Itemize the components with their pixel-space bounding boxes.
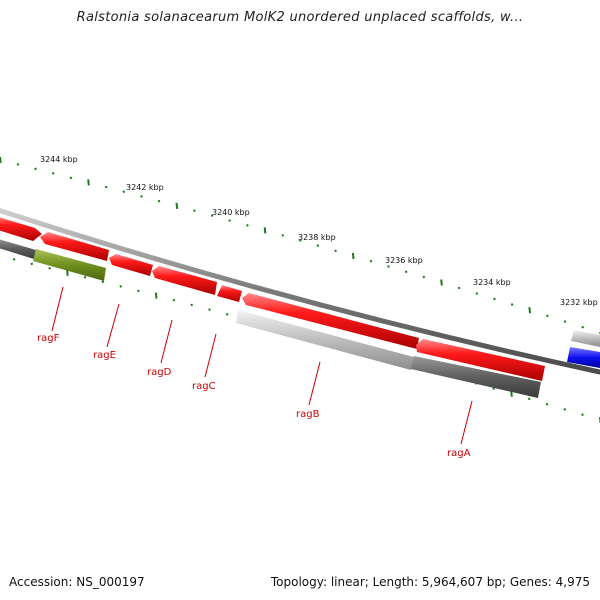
- scale-dot: [492, 387, 495, 390]
- scale-dot: [193, 209, 196, 212]
- scale-dot: [404, 270, 408, 274]
- scale-dot: [101, 280, 105, 284]
- gene-arrow[interactable]: [217, 285, 242, 302]
- gene-label-ragB[interactable]: ragB: [296, 409, 320, 420]
- scale-tick: [528, 307, 531, 314]
- grey-feature[interactable]: [0, 238, 36, 259]
- leader-line: [106, 303, 120, 348]
- gene-arrow[interactable]: [0, 216, 42, 241]
- sequence-backbone: [0, 207, 600, 375]
- scale-label: 3232 kbp: [560, 298, 598, 307]
- scale-dot: [122, 190, 126, 193]
- leader-line: [204, 333, 217, 378]
- scale-dot: [104, 185, 108, 189]
- scale-label: 3242 kbp: [126, 183, 164, 192]
- scale-dot: [299, 239, 302, 242]
- scale-dot: [34, 167, 37, 171]
- scale-label: 3236 kbp: [385, 256, 423, 265]
- gene-arrow[interactable]: [416, 339, 545, 381]
- gene-label-ragC[interactable]: ragC: [192, 381, 216, 392]
- scale-dot: [12, 258, 16, 261]
- blue-feature[interactable]: [567, 347, 600, 368]
- gene-leader-lines: [51, 286, 473, 445]
- gene-arrow[interactable]: [109, 254, 153, 276]
- scale-dot: [316, 244, 320, 247]
- gene-label-ragD[interactable]: ragD: [147, 367, 172, 378]
- scale-dot: [581, 325, 584, 329]
- scale-dot: [210, 214, 214, 217]
- scale-dot: [83, 276, 87, 279]
- gene-arrow[interactable]: [242, 293, 419, 349]
- scale-dot: [281, 234, 284, 237]
- scale-tick: [66, 269, 69, 276]
- scale-dot: [457, 286, 461, 290]
- grey-feature[interactable]: [236, 310, 414, 370]
- scale-dot: [137, 289, 140, 293]
- scale-dot: [228, 219, 231, 222]
- scale-dot: [563, 320, 567, 323]
- scale-label: 3238 kbp: [298, 233, 336, 242]
- scale-dot: [527, 397, 531, 401]
- scale-dot: [140, 195, 143, 198]
- scale-dot: [369, 259, 373, 263]
- leader-line: [51, 286, 64, 332]
- olive-feature[interactable]: [33, 249, 106, 281]
- scale-dot: [190, 303, 193, 307]
- scale-dot: [422, 275, 426, 279]
- scale-tick: [0, 156, 2, 164]
- scale-label: 3244 kbp: [40, 155, 78, 164]
- feature-track: [0, 238, 600, 398]
- leader-line: [308, 361, 321, 406]
- scale-dots-outer: [0, 156, 600, 335]
- scale-dot: [157, 199, 161, 203]
- scale-dot: [119, 285, 122, 288]
- scale-tick: [440, 279, 443, 286]
- scale-dot: [225, 313, 229, 316]
- leader-line: [160, 319, 173, 364]
- scale-labels: 3244 kbp 3242 kbp 3240 kbp 3238 kbp 3236…: [40, 155, 598, 307]
- grey-feature[interactable]: [571, 330, 600, 347]
- scale-tick: [87, 179, 90, 186]
- scale-dot: [51, 172, 55, 175]
- dark-grey-feature[interactable]: [411, 356, 541, 398]
- gene-track: [0, 216, 545, 381]
- scale-dot: [387, 265, 390, 268]
- leader-line: [460, 400, 473, 445]
- scale-dot: [563, 408, 567, 411]
- scale-dot: [208, 308, 211, 311]
- scale-dot: [172, 298, 176, 302]
- scale-dot: [510, 303, 514, 306]
- scale-dot: [545, 402, 549, 406]
- scale-tick: [351, 252, 355, 260]
- scale-dot: [334, 249, 337, 253]
- map-title: Ralstonia solanacearum MolK2 unordered u…: [76, 10, 524, 25]
- scale-dot: [69, 176, 73, 180]
- scale-dot: [493, 297, 496, 301]
- scale-dot: [48, 267, 51, 270]
- scale-tick: [175, 202, 179, 209]
- scale-dot: [16, 163, 20, 166]
- gene-arrow[interactable]: [152, 266, 217, 295]
- scale-dot: [246, 224, 249, 227]
- accession-text: Accession: NS_000197: [9, 575, 145, 589]
- gene-label-ragF[interactable]: ragF: [37, 333, 60, 344]
- gene-labels: ragF ragE ragD ragC ragB ragA: [37, 333, 471, 459]
- scale-dot: [30, 262, 34, 266]
- scale-tick: [154, 292, 158, 299]
- genome-summary-text: Topology: linear; Length: 5,964,607 bp; …: [270, 575, 590, 589]
- scale-dot: [546, 314, 549, 318]
- scale-label: 3240 kbp: [212, 208, 250, 217]
- gene-label-ragA[interactable]: ragA: [447, 448, 471, 459]
- gene-label-ragE[interactable]: ragE: [93, 350, 116, 361]
- scale-dot: [581, 413, 584, 416]
- scale-tick: [263, 227, 267, 234]
- scale-label: 3234 kbp: [473, 278, 511, 287]
- gene-arrow[interactable]: [40, 232, 109, 261]
- scale-dot: [475, 292, 479, 295]
